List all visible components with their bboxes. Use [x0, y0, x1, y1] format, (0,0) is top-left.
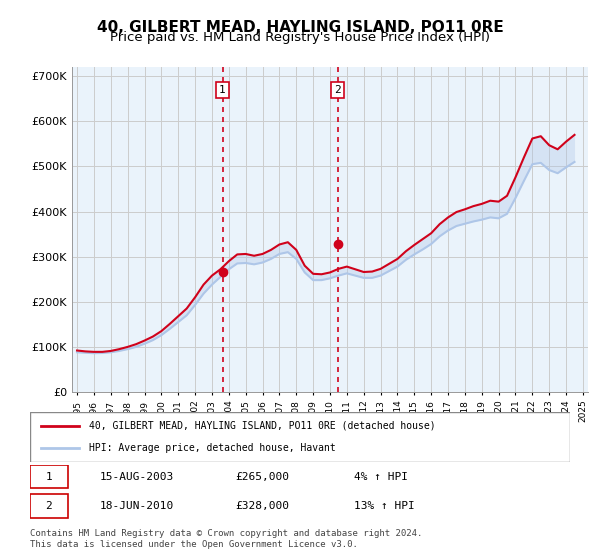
Text: HPI: Average price, detached house, Havant: HPI: Average price, detached house, Hava…: [89, 443, 336, 453]
Text: Contains HM Land Registry data © Crown copyright and database right 2024.
This d: Contains HM Land Registry data © Crown c…: [30, 529, 422, 549]
Text: 13% ↑ HPI: 13% ↑ HPI: [354, 501, 415, 511]
Text: 15-AUG-2003: 15-AUG-2003: [100, 472, 175, 482]
FancyBboxPatch shape: [30, 465, 68, 488]
Text: 1: 1: [46, 472, 52, 482]
FancyBboxPatch shape: [30, 412, 570, 462]
Text: 2: 2: [46, 501, 52, 511]
Text: 40, GILBERT MEAD, HAYLING ISLAND, PO11 0RE: 40, GILBERT MEAD, HAYLING ISLAND, PO11 0…: [97, 20, 503, 35]
FancyBboxPatch shape: [30, 494, 68, 517]
Text: £265,000: £265,000: [235, 472, 289, 482]
Text: 18-JUN-2010: 18-JUN-2010: [100, 501, 175, 511]
Text: 40, GILBERT MEAD, HAYLING ISLAND, PO11 0RE (detached house): 40, GILBERT MEAD, HAYLING ISLAND, PO11 0…: [89, 421, 436, 431]
Text: £328,000: £328,000: [235, 501, 289, 511]
Text: 1: 1: [219, 85, 226, 95]
Text: 2: 2: [334, 85, 341, 95]
Text: Price paid vs. HM Land Registry's House Price Index (HPI): Price paid vs. HM Land Registry's House …: [110, 31, 490, 44]
Text: 4% ↑ HPI: 4% ↑ HPI: [354, 472, 408, 482]
